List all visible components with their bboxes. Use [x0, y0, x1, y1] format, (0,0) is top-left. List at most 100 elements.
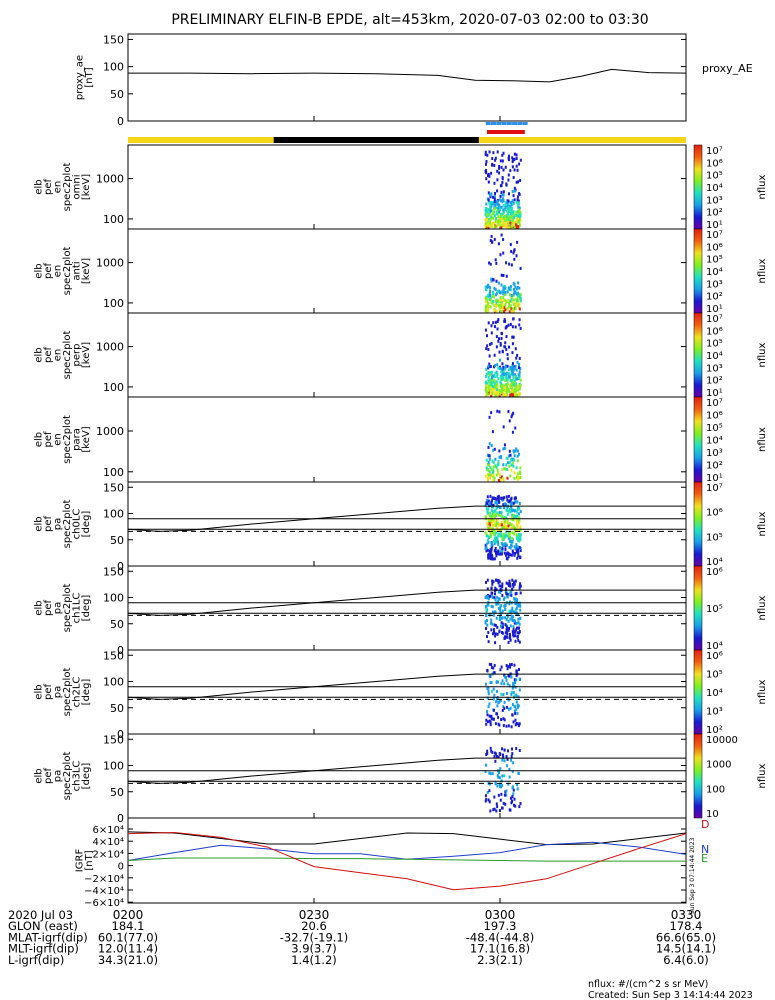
spectro-pixel	[512, 691, 515, 695]
spectro-pixel	[487, 640, 490, 644]
spectro-pixel	[503, 682, 506, 686]
time-tick-label: 0200	[113, 908, 144, 922]
spectro-pixel	[491, 240, 494, 244]
spectro-pixel	[503, 502, 506, 506]
ylabel-line: ch3LC	[71, 761, 82, 792]
spectro-pixel	[516, 523, 519, 527]
spectro-pixel	[518, 630, 521, 634]
spectro-pixel	[513, 545, 516, 549]
colorbar-label: 10⁶	[706, 567, 723, 578]
ytick-label: 150	[103, 565, 124, 578]
spectro-pixel	[512, 681, 515, 685]
spectro-pixel	[507, 374, 510, 378]
colorbar-label: 10⁵	[706, 423, 723, 434]
spectro-pixel	[509, 322, 512, 326]
spectro-pixel	[497, 221, 500, 225]
spectro-pixel	[491, 470, 494, 474]
spectro-pixel	[510, 218, 513, 222]
spectro-pixel	[518, 805, 521, 809]
spectro-pixel	[499, 194, 502, 198]
spectro-pixel	[496, 169, 499, 173]
spectro-pixel	[518, 162, 521, 166]
spectro-pixel	[512, 625, 515, 629]
spectro-pixel	[517, 203, 520, 207]
spectro-pixel	[500, 332, 503, 336]
spectro-pixel	[502, 538, 505, 542]
spectro-pixel	[497, 459, 500, 463]
spectro-pixel	[518, 206, 521, 210]
spectro-pixel	[511, 393, 514, 397]
spectro-pixel	[500, 624, 503, 628]
spectro-pixel	[510, 295, 513, 299]
colorbar-label: 10²	[706, 208, 723, 219]
row-value: 66.6(65.0)	[656, 930, 716, 944]
spectro-pixel	[506, 512, 509, 516]
spectro-pixel	[496, 327, 499, 331]
spectro-pixel	[511, 325, 514, 329]
spectro-pixel	[514, 680, 517, 684]
spectro-pixel	[496, 773, 499, 777]
spectro-pixel	[488, 522, 491, 526]
spectro-pixel	[500, 218, 503, 222]
spectro-pixel	[513, 610, 516, 614]
spectro-pixel	[502, 388, 505, 392]
spectro-pixel	[500, 531, 503, 535]
spectro-pixel	[488, 674, 491, 678]
spectro-pixel	[487, 180, 490, 184]
spectro-pixel	[517, 476, 520, 480]
spectro-pixel	[507, 628, 510, 632]
spectro-pixel	[508, 449, 511, 453]
spectro-pixel	[501, 747, 504, 751]
spectro-pixel	[505, 183, 508, 187]
spectro-pixel	[494, 632, 497, 636]
spectro-pixel	[518, 302, 521, 306]
spectro-pixel	[512, 210, 515, 214]
spectro-pixel	[516, 535, 519, 539]
spectro-pixel	[491, 512, 494, 516]
spectro-pixel	[498, 532, 501, 536]
ylabel-line: elb	[33, 432, 44, 447]
spectro-pixel	[516, 298, 519, 302]
ytick-label: 150	[103, 649, 124, 662]
spectro-pixel	[490, 370, 493, 374]
spectro-pixel	[512, 294, 515, 298]
spectro-pixel	[493, 195, 496, 199]
spectro-pixel	[504, 372, 507, 376]
spectro-pixel	[516, 353, 519, 357]
spectro-pixel	[515, 210, 518, 214]
spectro-pixel	[510, 544, 513, 548]
spectro-pixel	[503, 298, 506, 302]
colorbar-label: 10⁴	[706, 183, 723, 194]
spectro-pixel	[508, 373, 511, 377]
spectro-pixel	[509, 243, 512, 247]
spectro-pixel	[506, 615, 509, 619]
spectro-pixel	[486, 462, 489, 466]
ylabel-line: [deg]	[81, 679, 92, 706]
spectro-pixel	[498, 580, 501, 584]
spectro-pixel	[516, 703, 519, 707]
spectro-pixel	[493, 375, 496, 379]
spectro-pixel	[501, 372, 504, 376]
colorbar-label: 10²	[706, 725, 723, 736]
spectro-pixel	[508, 626, 511, 630]
spectro-pixel	[511, 221, 514, 225]
spectro-pixel	[518, 519, 521, 523]
spectro-pixel	[514, 602, 517, 606]
spectro-pixel	[516, 209, 519, 213]
spectro-pixel	[512, 317, 515, 321]
spectro-pixel	[519, 367, 522, 371]
spectro-pixel	[517, 299, 520, 303]
colorbar-label: 10⁴	[706, 267, 723, 278]
colorbar-label: 10⁵	[706, 171, 723, 182]
colorbar-strip	[693, 396, 703, 483]
spectro-pixel	[509, 624, 512, 628]
spectro-pixel	[510, 675, 513, 679]
spectro-pixel	[503, 285, 506, 289]
spectro-pixel	[491, 610, 494, 614]
spectro-pixel	[493, 708, 496, 712]
spectro-pixel	[513, 387, 516, 391]
spectro-pixel	[507, 305, 510, 309]
ytick-label: −6×10⁴	[84, 898, 124, 909]
spectro-pixel	[503, 759, 506, 763]
